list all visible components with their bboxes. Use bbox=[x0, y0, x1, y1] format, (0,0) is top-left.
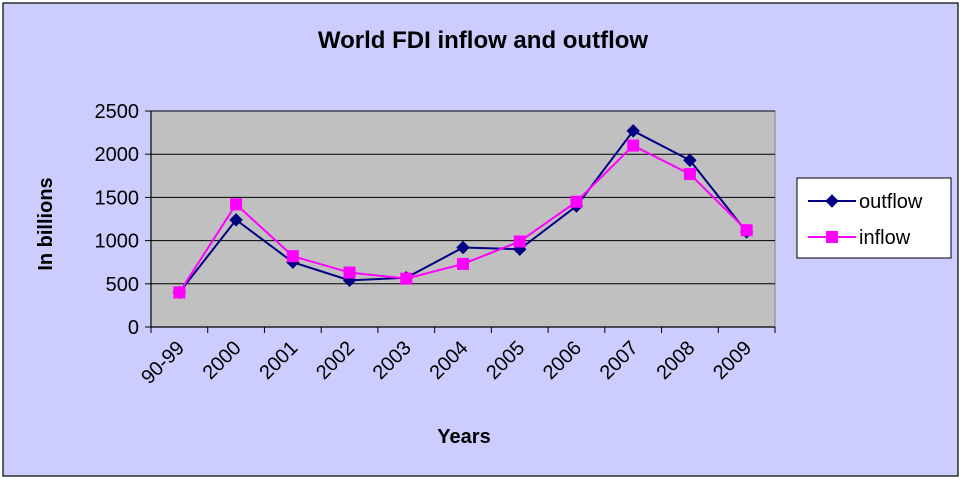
data-point-inflow bbox=[173, 286, 186, 299]
y-tick-label: 1000 bbox=[95, 231, 140, 253]
legend-label-inflow: inflow bbox=[859, 227, 911, 249]
legend: outflow inflow bbox=[796, 177, 952, 259]
legend-marker-shape-inflow bbox=[826, 231, 838, 243]
data-point-inflow bbox=[740, 224, 753, 237]
x-axis-label: Years bbox=[437, 426, 490, 448]
legend-marker-outflow bbox=[825, 194, 839, 208]
data-point-inflow bbox=[570, 195, 583, 208]
data-point-inflow bbox=[627, 139, 640, 152]
y-tick-label: 2000 bbox=[95, 144, 140, 166]
data-point-outflow bbox=[456, 240, 470, 255]
y-tick-label: 0 bbox=[128, 317, 139, 339]
legend-marker-inflow bbox=[826, 231, 838, 243]
series-layer bbox=[172, 124, 754, 300]
data-point-inflow bbox=[400, 272, 413, 285]
y-tick-label: 2500 bbox=[95, 101, 140, 123]
chart-title: World FDI inflow and outflow bbox=[318, 27, 648, 54]
legend-marker-shape-outflow bbox=[825, 194, 839, 208]
legend-box bbox=[796, 177, 952, 259]
data-point-inflow bbox=[513, 235, 526, 248]
data-point-inflow bbox=[230, 198, 243, 211]
legend-item-outflow: outflow bbox=[808, 191, 923, 213]
data-point-inflow bbox=[286, 250, 299, 263]
plot-area bbox=[150, 110, 776, 328]
y-tick-label: 500 bbox=[106, 274, 139, 296]
y-tick-label: 1500 bbox=[95, 187, 140, 209]
data-point-outflow bbox=[229, 213, 243, 227]
legend-label-outflow: outflow bbox=[859, 191, 923, 213]
data-point-inflow bbox=[457, 257, 469, 270]
data-point-outflow bbox=[683, 153, 697, 167]
data-point-inflow bbox=[683, 168, 696, 181]
series-inflow bbox=[173, 139, 753, 299]
data-point-outflow bbox=[626, 124, 640, 138]
data-point-inflow bbox=[343, 266, 356, 279]
y-axis-ticks: 0 500 1000 1500 2000 2500 bbox=[95, 101, 151, 339]
y-axis-label: In billions bbox=[35, 177, 57, 270]
plot-area-background bbox=[150, 110, 776, 328]
legend-item-inflow: inflow bbox=[808, 227, 911, 249]
